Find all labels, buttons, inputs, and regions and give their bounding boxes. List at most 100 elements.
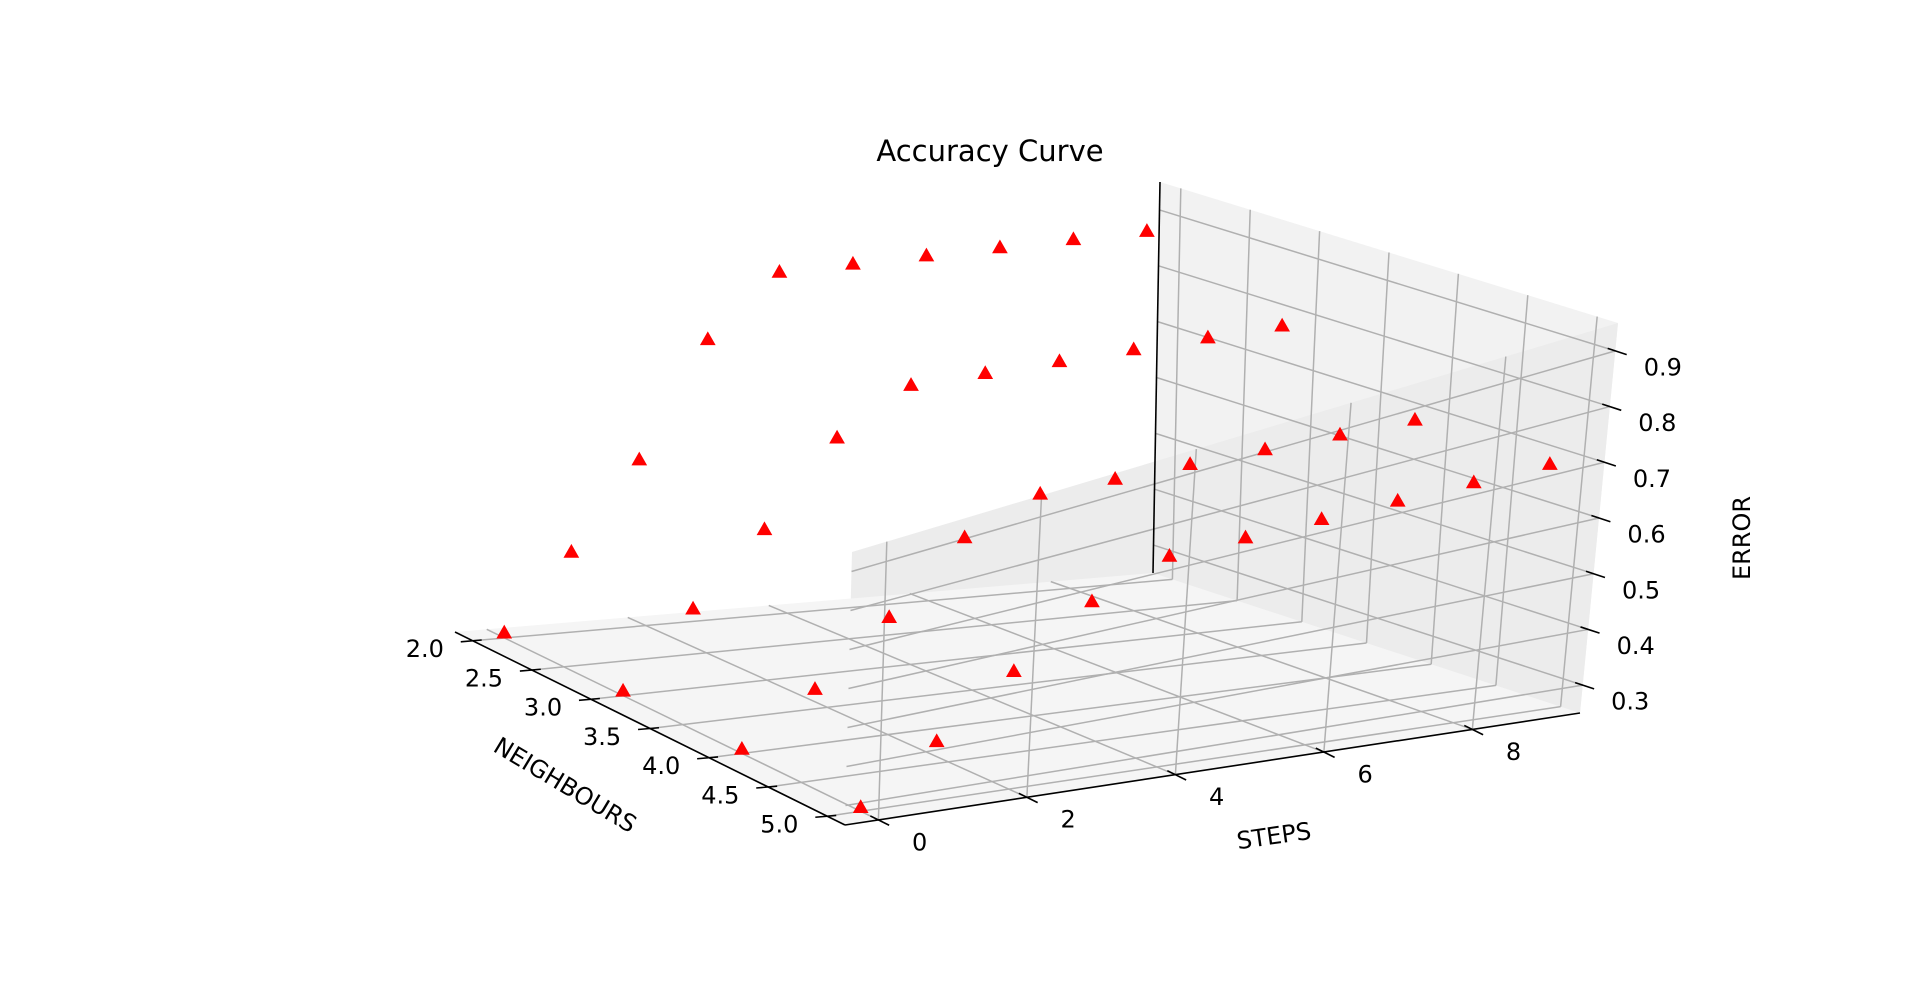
data-point — [1182, 456, 1198, 471]
x-grid-floor — [827, 705, 1561, 817]
z-tick-mark — [1574, 681, 1595, 690]
y-tick-label: 2 — [1060, 806, 1075, 834]
x-tick-mark — [756, 785, 778, 789]
data-point — [845, 255, 861, 270]
z-tick-label: 0.8 — [1638, 409, 1676, 437]
z-axis-label: ERROR — [1728, 496, 1756, 580]
data-point — [1139, 223, 1155, 237]
data-point — [1107, 471, 1124, 485]
data-point — [881, 609, 898, 624]
data-point — [1332, 426, 1348, 441]
z-grid-back — [1155, 432, 1594, 575]
data-point — [756, 521, 773, 536]
z-axis-line — [1152, 181, 1161, 574]
y-tick-mark — [869, 815, 890, 826]
x-tick-label: 4.0 — [642, 752, 680, 780]
data-points — [496, 223, 1558, 813]
y-grid-floor — [1050, 580, 1473, 731]
z-grid-side — [846, 628, 1589, 768]
y-tick-mark — [1018, 792, 1039, 804]
z-grid-back — [1157, 320, 1605, 464]
x-tick-label: 3.0 — [524, 694, 562, 722]
x-grid-floor — [649, 642, 1367, 730]
data-point — [918, 247, 935, 262]
z-tick-mark — [1602, 403, 1622, 412]
x-tick-mark — [697, 756, 719, 760]
y-grid-floor — [909, 592, 1325, 753]
data-point — [1389, 492, 1406, 507]
data-point — [1274, 317, 1290, 332]
data-point — [563, 543, 580, 558]
y-grid-floor — [768, 604, 1176, 776]
x-tick-label: 3.5 — [583, 723, 621, 751]
data-point — [1407, 411, 1423, 426]
x-tick-label: 2.0 — [406, 635, 444, 663]
axes-panes — [455, 182, 1618, 825]
data-point — [496, 624, 513, 639]
z-tick-mark — [1591, 514, 1611, 523]
data-point — [977, 365, 994, 379]
z-tick-label: 0.6 — [1627, 521, 1665, 549]
data-point — [1257, 441, 1273, 456]
data-point — [1200, 329, 1216, 344]
z-grid-side — [850, 405, 1611, 612]
data-point — [699, 331, 716, 346]
x-tick-mark — [578, 697, 600, 702]
axis-lines — [454, 181, 1627, 826]
y-tick-mark — [1463, 724, 1484, 736]
z-tick-label: 0.3 — [1611, 688, 1649, 716]
y-tick-mark — [1315, 747, 1335, 759]
data-point — [771, 263, 788, 278]
y-axis-line — [844, 712, 1581, 826]
y-tick-label: 0 — [912, 828, 927, 856]
z-grid-back — [1158, 265, 1611, 408]
x-grid-floor — [590, 621, 1302, 701]
x-tick-mark — [519, 668, 541, 672]
y-tick-label: 6 — [1357, 760, 1372, 788]
data-point — [615, 682, 631, 697]
data-point — [1065, 231, 1082, 246]
x-grid-floor — [708, 663, 1432, 759]
data-point — [734, 741, 750, 755]
data-point — [956, 529, 973, 544]
x-tick-mark — [637, 726, 660, 731]
y-grid-floor — [627, 616, 1028, 798]
chart-title: Accuracy Curve — [876, 134, 1103, 168]
z-grid-back — [1156, 376, 1600, 519]
z-tick-label: 0.7 — [1633, 465, 1671, 493]
z-tick-mark — [1607, 347, 1627, 356]
x-grid-floor — [472, 578, 1173, 642]
z-tick-label: 0.4 — [1617, 632, 1655, 660]
tick-labels: 2.0 2.5 3.0 3.5 4.0 4.5 5.0 0 2 4 6 8 0.3 0.4 0.5 0.6 0.… — [406, 353, 1682, 856]
grid-lines — [472, 188, 1616, 821]
data-point — [685, 600, 701, 615]
data-point — [1006, 663, 1022, 678]
data-point — [807, 681, 823, 695]
z-grid-back — [1159, 209, 1616, 352]
z-grid-side — [848, 517, 1600, 690]
data-point — [1084, 593, 1100, 608]
data-point — [829, 429, 845, 444]
z-grid-side — [851, 350, 1616, 573]
z-tick-mark — [1596, 459, 1617, 467]
z-tick-mark — [1585, 570, 1606, 579]
data-point — [992, 239, 1008, 254]
data-point — [1161, 548, 1178, 562]
y-tick-label: 4 — [1209, 783, 1224, 811]
y-grid-floor — [486, 628, 879, 821]
z-tick-label: 0.5 — [1622, 576, 1660, 604]
data-point — [1032, 485, 1049, 500]
x-tick-label: 5.0 — [760, 811, 798, 839]
data-point — [1125, 341, 1142, 356]
data-point — [903, 377, 919, 391]
x-tick-mark — [815, 814, 837, 819]
data-point — [928, 733, 945, 748]
data-point — [1542, 456, 1558, 470]
z-grid-side — [849, 461, 1605, 651]
data-point — [1051, 353, 1068, 368]
z-grid-back — [1154, 488, 1589, 631]
x-tick-label: 2.5 — [465, 664, 503, 692]
x-grid-floor — [768, 684, 1496, 788]
z-grid-side — [847, 572, 1594, 729]
